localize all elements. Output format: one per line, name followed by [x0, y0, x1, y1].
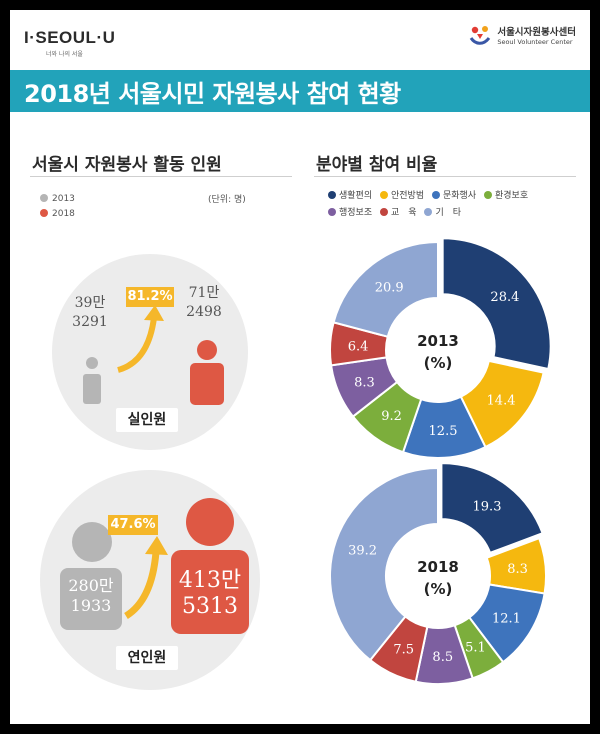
seoul-logo-tagline: 너와 나의 서울	[46, 51, 83, 58]
real-growth-badge: 81.2%	[126, 287, 174, 307]
real-2013-value: 39만 3291	[60, 294, 120, 332]
legend-item-2018: 2018	[40, 207, 75, 222]
legend-swatch	[424, 208, 433, 216]
real-participants-figures	[83, 305, 224, 405]
donut-2013-slice-label-0: 28.4	[490, 290, 519, 305]
infographic-card: I·SEOUL·U 너와 나의 서울 서울시자원봉사센터 Seoul Volun…	[10, 10, 590, 724]
volunteer-center-logo: 서울시자원봉사센터 Seoul Volunteer Center	[469, 24, 576, 46]
donut-2018-slice-label-6: 39.2	[348, 543, 377, 558]
real-2018-value-line2: 2498	[186, 304, 222, 320]
donut-2013-slice-label-4: 8.3	[354, 375, 375, 390]
legend-label-2013: 2013	[52, 194, 75, 204]
person-2013-small-icon	[83, 357, 101, 404]
title-banner: 2018년 서울시민 자원봉사 참여 현황	[10, 70, 590, 112]
growth-arrow-icon	[117, 305, 164, 373]
person-2013-icon	[60, 522, 122, 630]
donut-2018-slice-label-4: 8.5	[432, 650, 453, 665]
donut-2018-slice-6	[329, 466, 439, 662]
legend-swatch	[380, 208, 388, 216]
donut-2013-slice-label-1: 14.4	[487, 393, 516, 408]
right-section-title: 분야별 참여 비율	[316, 155, 438, 175]
legend-swatch-2013	[40, 194, 48, 202]
donut-2013-center-year: 2013	[417, 332, 459, 350]
total-2013-value-line1: 280만	[68, 576, 114, 595]
legend-swatch	[380, 191, 388, 199]
donut-2018-center-year: 2018	[417, 558, 459, 576]
total-2013-value-line2: 1933	[70, 596, 112, 615]
donut-2018-slice-label-2: 12.1	[492, 611, 521, 626]
donut-2013-center-unit: (%)	[424, 354, 453, 372]
legend-label: 문화행사	[443, 191, 477, 201]
left-section-divider	[30, 176, 292, 177]
legend-swatch-2018	[40, 209, 48, 217]
legend-swatch	[484, 191, 492, 199]
legend-swatch	[432, 191, 440, 199]
real-2013-value-line2: 3291	[72, 314, 108, 330]
donut-2013-slice-label-3: 9.2	[381, 409, 402, 424]
volunteer-center-name-ko: 서울시자원봉사센터	[497, 27, 576, 38]
total-2018-value: 413만 5313	[172, 568, 248, 620]
donut-2013-slice-6	[332, 240, 439, 338]
legend-label: 교 육	[391, 208, 417, 218]
legend-label: 행정보조	[339, 208, 373, 218]
donut-chart-2018: 19.3 8.3 12.1 5.1 8.5 7.5 39.2 2018 (%)	[328, 462, 548, 686]
legend-label: 기 타	[435, 208, 461, 218]
donut-2018-center-unit: (%)	[424, 580, 453, 598]
legend-label-2018: 2018	[52, 209, 75, 219]
left-section-title: 서울시 자원봉사 활동 인원	[32, 155, 222, 175]
donut-chart-2018-svg: 19.3 8.3 12.1 5.1 8.5 7.5 39.2 2018 (%)	[329, 462, 547, 685]
donut-chart-2013: 28.4 14.4 12.5 9.2 8.3 6.4 20.9 2013 (%)	[328, 237, 552, 460]
real-2018-value: 71만 2498	[172, 284, 236, 322]
legend-swatch	[328, 191, 336, 199]
volunteer-center-name-en: Seoul Volunteer Center	[497, 38, 573, 46]
donut-2018-slice-label-0: 19.3	[473, 499, 502, 514]
total-2018-value-line1: 413만	[178, 568, 242, 593]
right-section-divider	[314, 176, 576, 177]
volunteer-center-emblem-icon	[470, 26, 491, 45]
legend-item-other: 기 타	[424, 205, 461, 218]
seoul-logo: I·SEOUL·U 너와 나의 서울	[24, 28, 115, 58]
total-participants-label: 연인원	[116, 646, 178, 670]
legend-item-living: 생활편의	[328, 188, 372, 201]
person-2018-large-icon	[190, 340, 224, 405]
donut-2013-slice-label-2: 12.5	[429, 424, 458, 439]
total-2018-value-line2: 5313	[182, 594, 238, 619]
legend-item-admin: 행정보조	[328, 205, 372, 218]
real-2018-value-line1: 71만	[188, 285, 220, 301]
legend-item-2013: 2013	[40, 192, 75, 207]
donut-2018-slice-0	[440, 462, 544, 555]
legend-swatch	[328, 208, 336, 216]
legend-item-environment: 환경보호	[484, 188, 528, 201]
year-legend: 2013 2018	[40, 192, 75, 222]
donut-2013-slice-label-5: 6.4	[348, 339, 369, 354]
page-title: 2018년 서울시민 자원봉사 참여 현황	[24, 80, 401, 108]
legend-label: 환경보호	[495, 191, 529, 201]
growth-arrow-large-icon	[124, 536, 168, 619]
donut-2018-slice-label-1: 8.3	[507, 562, 528, 577]
legend-item-safety: 안전방범	[380, 188, 424, 201]
donut-chart-2013-svg: 28.4 14.4 12.5 9.2 8.3 6.4 20.9 2013 (%)	[329, 237, 552, 459]
field-legend: 생활편의 안전방범 문화행사 환경보호 행정보조 교 육 기 타	[328, 188, 578, 222]
legend-item-education: 교 육	[380, 205, 417, 218]
unit-label: (단위: 명)	[208, 195, 246, 205]
seoul-logo-text: I·SEOUL·U	[24, 28, 116, 47]
legend-label: 안전방범	[391, 191, 425, 201]
donut-2018-slice-label-5: 7.5	[393, 642, 414, 657]
total-2013-value: 280만 1933	[62, 576, 120, 616]
donut-2013-slice-label-6: 20.9	[375, 281, 404, 296]
total-participants-figures	[60, 498, 249, 634]
donut-2013-slice-0	[441, 237, 552, 371]
real-participants-label: 실인원	[116, 408, 178, 432]
donut-2018-slice-label-3: 5.1	[465, 641, 486, 656]
total-growth-badge: 47.6%	[108, 515, 158, 535]
person-2018-icon	[171, 498, 249, 634]
legend-item-culture: 문화행사	[432, 188, 476, 201]
legend-label: 생활편의	[339, 191, 373, 201]
real-2013-value-line1: 39만	[74, 295, 106, 311]
